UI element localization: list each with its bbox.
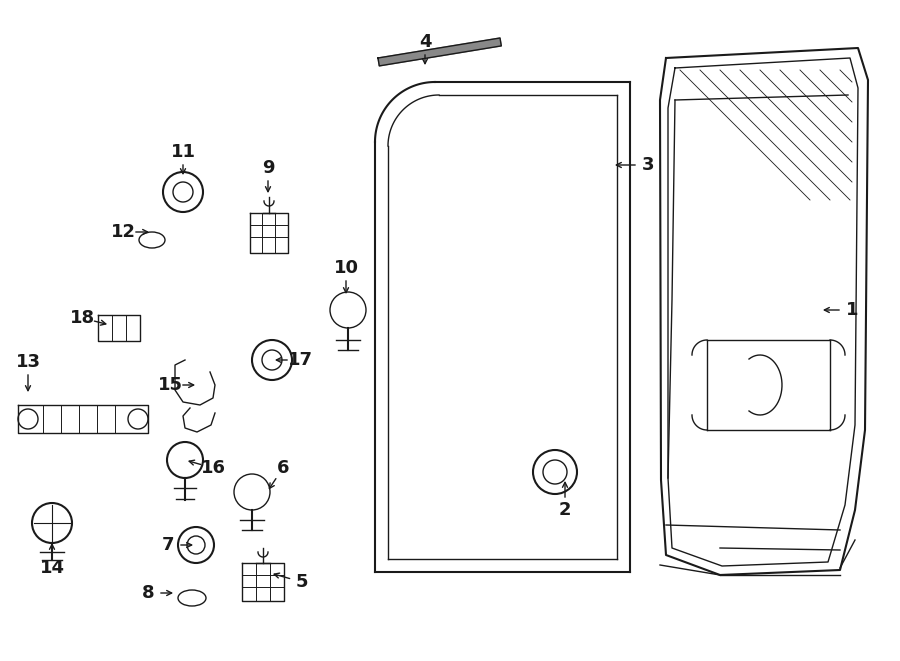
Text: 16: 16	[201, 459, 226, 477]
Text: 10: 10	[334, 259, 358, 277]
Text: 11: 11	[170, 143, 195, 161]
Text: 5: 5	[296, 573, 308, 591]
Text: 17: 17	[287, 351, 312, 369]
Text: 12: 12	[111, 223, 136, 241]
Text: 14: 14	[40, 559, 65, 577]
Text: 3: 3	[642, 156, 654, 174]
Text: 1: 1	[846, 301, 859, 319]
Text: 18: 18	[69, 309, 94, 327]
Text: 2: 2	[559, 501, 572, 519]
Text: 8: 8	[141, 584, 154, 602]
Text: 4: 4	[418, 33, 431, 51]
Text: 15: 15	[158, 376, 183, 394]
Polygon shape	[378, 38, 501, 66]
Text: 9: 9	[262, 159, 274, 177]
Text: 6: 6	[277, 459, 289, 477]
Text: 13: 13	[15, 353, 40, 371]
Text: 7: 7	[162, 536, 175, 554]
